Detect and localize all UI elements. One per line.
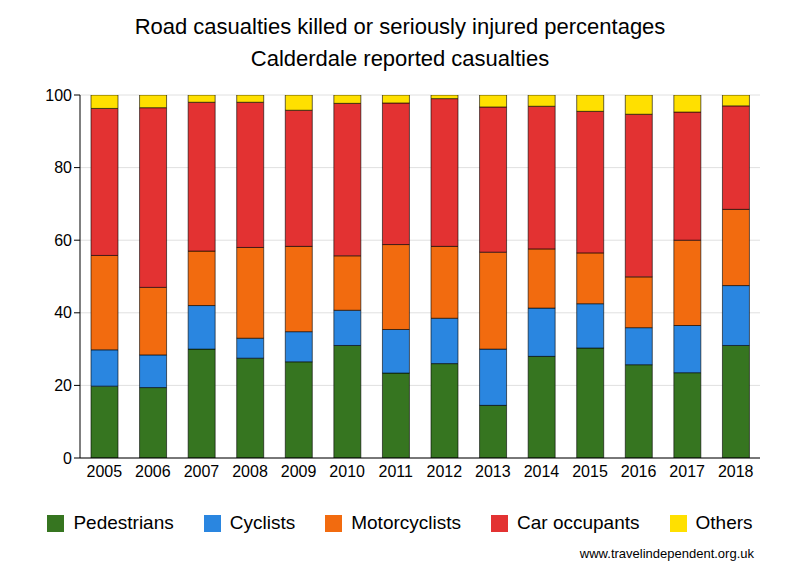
html-text:Calderdale reported casualties: Calderdale reported casualties <box>250 46 550 71</box>
svg-text:2008: 2008 <box>232 463 268 480</box>
svg-text:2011: 2011 <box>379 463 414 480</box>
svg-text:2012: 2012 <box>426 463 462 480</box>
svg-text:40: 40 <box>54 304 72 321</box>
svg-text:2007: 2007 <box>184 463 220 480</box>
svg-text:0: 0 <box>63 450 72 467</box>
html-text:Car occupants: Car occupants <box>517 512 640 533</box>
svg-text:2009: 2009 <box>281 463 317 480</box>
svg-text:60: 60 <box>54 232 72 249</box>
svg-text:2018: 2018 <box>718 463 754 480</box>
svg-text:80: 80 <box>54 159 72 176</box>
html-text:Motorcyclists: Motorcyclists <box>351 512 461 533</box>
html-text:Others: Others <box>695 512 753 533</box>
svg-text:2017: 2017 <box>669 463 705 480</box>
html-text:Pedestrians: Pedestrians <box>73 512 174 533</box>
html-text:www.travelindependent.org.uk: www.travelindependent.org.uk <box>579 546 754 561</box>
svg-text:2016: 2016 <box>621 463 657 480</box>
html-text:Road casualties killed or seri: Road casualties killed or seriously inju… <box>134 14 666 39</box>
svg-text:2010: 2010 <box>329 463 365 480</box>
svg-text:2014: 2014 <box>524 463 560 480</box>
svg-text:20: 20 <box>54 377 72 394</box>
svg-text:2015: 2015 <box>572 463 608 480</box>
svg-text:2006: 2006 <box>135 463 171 480</box>
svg-text:2013: 2013 <box>475 463 511 480</box>
svg-text:2005: 2005 <box>86 463 122 480</box>
svg-text:100: 100 <box>45 87 72 104</box>
html-text:Cyclists: Cyclists <box>229 512 296 533</box>
